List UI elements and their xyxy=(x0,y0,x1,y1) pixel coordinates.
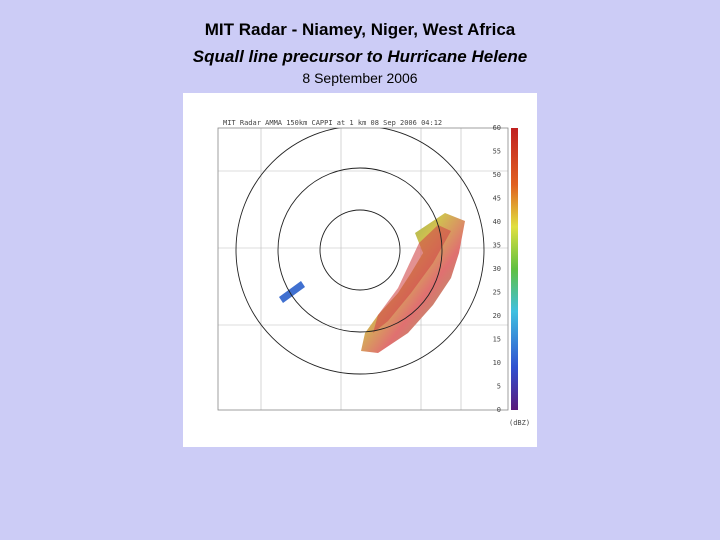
slide-title: MIT Radar - Niamey, Niger, West Africa xyxy=(204,20,516,39)
colorbar-label: 10 xyxy=(493,359,501,367)
colorbar-label: 25 xyxy=(493,289,501,297)
colorbar-label: 20 xyxy=(493,312,501,320)
slide-subtitle: Squall line precursor to Hurricane Helen… xyxy=(192,47,528,66)
colorbar xyxy=(511,128,518,410)
colorbar-label: 15 xyxy=(493,336,501,344)
range-rings xyxy=(235,128,485,375)
image-background xyxy=(183,93,537,447)
image-header: MIT Radar AMMA 150km CAPPI at 1 km 08 Se… xyxy=(223,119,442,127)
colorbar-label: 35 xyxy=(493,242,501,250)
slide-date: 8 September 2006 xyxy=(302,70,418,86)
radar-echoes xyxy=(279,213,465,353)
plot-frame xyxy=(217,127,509,411)
colorbar-label: 60 xyxy=(493,124,501,132)
colorbar-label: 45 xyxy=(493,195,501,203)
colorbar-label: 50 xyxy=(493,171,501,179)
colorbar-label: 30 xyxy=(493,265,501,273)
colorbar-unit: (dBZ) xyxy=(509,419,530,427)
convective-core xyxy=(373,225,451,333)
colorbar-label: 0 xyxy=(497,406,501,414)
colorbar-label: 55 xyxy=(493,148,501,156)
colorbar-label: 5 xyxy=(497,383,501,391)
colorbar-label: 40 xyxy=(493,218,501,226)
echo-cell xyxy=(279,281,305,303)
radar-image: MIT Radar AMMA 150km CAPPI at 1 km 08 Se… xyxy=(183,93,537,447)
